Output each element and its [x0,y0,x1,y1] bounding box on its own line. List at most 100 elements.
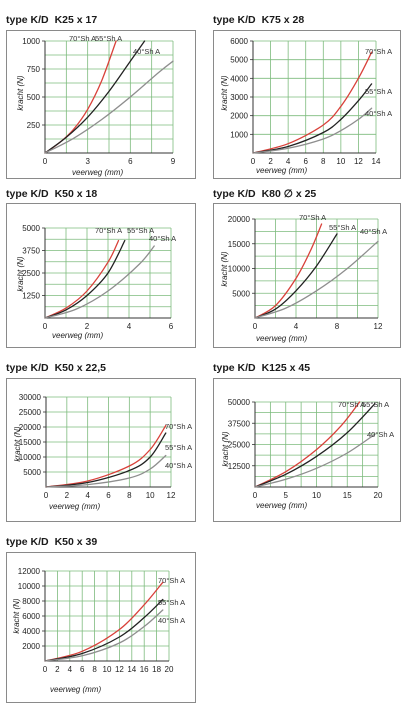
chart-panel-k75x28: type K/D K75 x 28 0 2 4 6 8 10 12 14 1000 2000 3000… [213,14,401,179]
x-axis-label: veerweg (mm) [52,331,103,340]
y-axis-label: kracht (N) [221,431,230,466]
y-tick-label: 1000 [230,130,248,139]
series-line-40-sh-a [44,60,174,154]
x-tick-label: 0 [253,491,258,500]
series-label: 40°Sh A [365,109,392,118]
chart-plot: 0 2 4 6 1250 2500 3750 5000 kracht (N) veerweg (m… [16,224,176,340]
y-tick-label: 5000 [22,224,40,233]
x-tick-label: 6 [169,322,174,331]
chart-frame: 0 2 4 6 1250 2500 3750 5000 kracht (N) veerweg (m… [6,203,196,348]
x-tick-label: 18 [152,665,161,674]
y-tick-label: 1250 [22,292,40,301]
grid-lines [44,570,170,662]
series-label: 70°Sh A [95,226,122,235]
series-line-55-sh-a [44,239,126,319]
y-tick-label: 500 [27,93,41,102]
y-tick-label: 6000 [22,612,40,621]
series-label: 55°Sh A [127,226,154,235]
y-tick-label: 2000 [22,642,40,651]
chart-title-prefix: type K/D [213,362,256,374]
chart-plot: 0 4 8 12 5000 10000 15000 20000 kracht (N) veerwe… [220,213,387,343]
chart-title: type K/D K50 x 18 [6,188,97,200]
series-line-40-sh-a [254,240,379,319]
series-line-70-sh-a [252,51,373,154]
x-tick-label: 12 [115,665,124,674]
series-line-40-sh-a [44,609,164,662]
y-tick-label: 50000 [228,398,251,407]
x-tick-label: 9 [171,157,176,166]
series-line-40-sh-a [254,433,376,488]
series-label: 55°Sh A [158,598,185,607]
x-tick-label: 10 [312,491,321,500]
x-axis-label: veerweg (mm) [256,334,307,343]
x-tick-label: 6 [80,665,85,674]
series-line-70-sh-a [254,223,323,319]
x-tick-label: 3 [85,157,90,166]
series-label: 55°Sh A [362,400,389,409]
x-tick-label: 6 [128,157,133,166]
chart-title-model: K50 x 18 [54,188,98,200]
x-tick-label: 8 [127,491,132,500]
chart-title-prefix: type K/D [213,188,256,200]
chart-title-prefix: type K/D [6,536,49,548]
series-label: 55°Sh A [365,87,392,96]
chart-plot: 0 2 4 6 8 10 12 5000 10000 15000 20000 25000 30000 kr… [13,393,192,511]
x-axis-label: veerweg (mm) [49,502,100,511]
y-tick-label: 6000 [230,37,248,46]
chart-frame: 0 3 6 9 250 500 750 1000 kracht (N) veerweg (mm) 7… [6,30,196,179]
x-axis-label: veerweg (mm) [50,685,101,694]
y-tick-label: 8000 [22,597,40,606]
series-line-70-sh-a [44,581,164,662]
series-label: 40°Sh A [133,47,160,56]
series-line-70-sh-a [45,424,167,488]
x-tick-label: 4 [85,491,90,500]
y-tick-label: 10000 [228,265,251,274]
x-tick-label: 4 [127,322,132,331]
y-tick-label: 250 [27,121,41,130]
chart-title: type K/D K125 x 45 [213,362,310,374]
x-tick-label: 8 [335,322,340,331]
series-line-70-sh-a [254,401,361,488]
x-tick-label: 16 [140,665,149,674]
series-line-55-sh-a [254,233,338,319]
series-label: 55°Sh A [165,443,192,452]
chart-title: type K/D K50 x 22,5 [6,362,106,374]
chart-frame: 0 2 4 6 8 10 12 14 16 18 20 2000 4000 6000 8000 10000 12… [6,552,196,703]
chart-panel-k50x22-5: type K/D K50 x 22,5 0 2 4 6 8 10 12 5000 10000 150… [6,362,196,522]
chart-title-model: K50 x 22,5 [54,362,106,374]
series-label: 70°Sh A [299,213,326,222]
grid-lines [254,218,379,319]
y-tick-label: 3750 [22,247,40,256]
y-tick-label: 12000 [18,567,41,576]
x-tick-label: 0 [253,322,258,331]
chart-plot: 0 3 6 9 250 500 750 1000 kracht (N) veerweg (mm) 7… [16,34,176,177]
grid-lines [44,227,172,319]
x-axis-label: veerweg (mm) [256,166,307,175]
x-tick-label: 20 [165,665,174,674]
chart-title-model: K125 x 45 [261,362,311,374]
series-label: 40°Sh A [149,234,176,243]
series-label: 40°Sh A [158,616,185,625]
y-tick-label: 2000 [230,112,248,121]
series-label: 70°Sh A [165,422,192,431]
x-tick-label: 2 [65,491,70,500]
chart-frame: 0 4 8 12 5000 10000 15000 20000 kracht (N) veerwe… [213,203,401,348]
x-tick-label: 0 [251,157,256,166]
x-tick-label: 0 [43,665,48,674]
chart-title-model: K25 x 17 [54,14,98,26]
x-tick-label: 4 [286,157,291,166]
chart-title-model: K75 x 28 [261,14,305,26]
y-tick-label: 37500 [228,419,251,428]
series-line-40-sh-a [44,245,155,319]
y-axis-label: kracht (N) [220,251,229,286]
series-label: 70°Sh A [158,576,185,585]
chart-title: type K/D K50 x 39 [6,536,97,548]
series-line-55-sh-a [45,432,167,488]
chart-frame: 0 2 4 6 8 10 12 5000 10000 15000 20000 25000 30000 kr… [6,378,196,522]
x-tick-label: 15 [343,491,352,500]
x-tick-label: 6 [106,491,111,500]
x-tick-label: 4 [294,322,299,331]
chart-title-model: K80 ∅ x 25 [261,188,317,200]
x-tick-label: 0 [43,322,48,331]
chart-title-prefix: type K/D [6,362,49,374]
